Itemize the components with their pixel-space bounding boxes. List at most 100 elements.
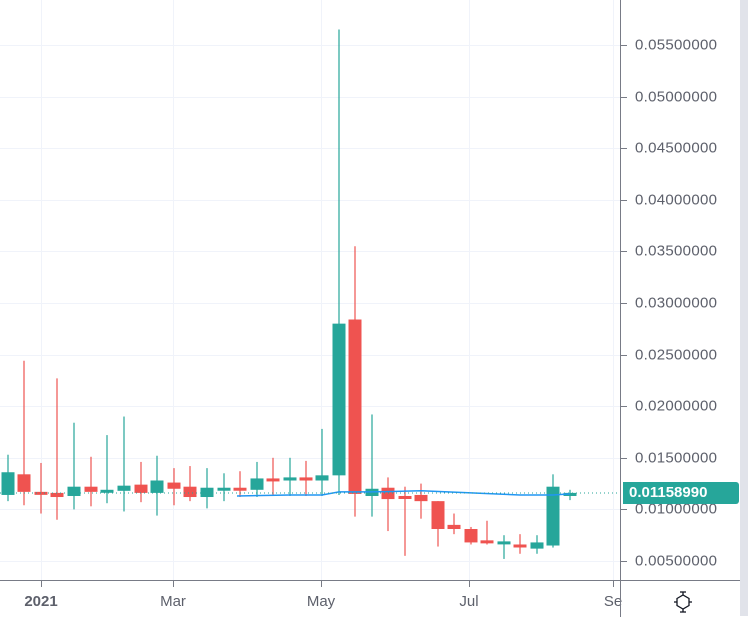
time-axis[interactable]: 2021 Mar May Jul Se: [0, 580, 623, 617]
price-tick-label: 0.04000000: [635, 191, 718, 209]
candle-body: [348, 319, 362, 494]
price-tick-mark: [621, 303, 627, 304]
candle-up[interactable]: [530, 535, 544, 554]
candle-down[interactable]: [513, 534, 527, 554]
price-tick-mark: [621, 355, 627, 356]
price-tick-label: 0.05500000: [635, 36, 718, 54]
time-tick-label: Se: [603, 593, 623, 610]
candle-body: [50, 492, 64, 498]
price-tick-label: 0.00500000: [635, 552, 718, 570]
candle-up[interactable]: [563, 489, 577, 501]
candle-up[interactable]: [332, 29, 346, 495]
chart-settings-button[interactable]: [620, 580, 741, 617]
candle-body: [398, 495, 412, 499]
price-tick-mark: [621, 406, 627, 407]
candle-body: [1, 472, 15, 495]
candle-down[interactable]: [299, 460, 313, 496]
candle-body: [414, 494, 428, 502]
candle-up[interactable]: [283, 457, 297, 496]
candle-up[interactable]: [315, 428, 329, 496]
candle-up[interactable]: [497, 535, 511, 559]
candle-body: [431, 501, 445, 530]
candle-down[interactable]: [17, 360, 31, 506]
candle-down[interactable]: [84, 456, 98, 507]
moving-average-line: [236, 490, 571, 497]
time-tick-mark: [41, 581, 42, 587]
candle-body: [67, 486, 81, 496]
plot-area[interactable]: [0, 0, 620, 580]
candle-body: [84, 486, 98, 492]
last-price-label: 0.01158990: [623, 481, 739, 504]
candle-up[interactable]: [546, 474, 560, 548]
price-tick-mark: [621, 200, 627, 201]
candle-up[interactable]: [117, 416, 131, 512]
price-tick-mark: [621, 148, 627, 149]
candle-body: [250, 478, 264, 490]
candle-down[interactable]: [431, 501, 445, 547]
candle-body: [513, 544, 527, 548]
candle-body: [233, 487, 247, 491]
price-tick-label: 0.03500000: [635, 242, 718, 260]
plot-canvas[interactable]: [0, 0, 620, 580]
time-tick-label: May: [306, 593, 336, 610]
price-tick-label: 0.04500000: [635, 139, 718, 157]
candle-down[interactable]: [464, 526, 478, 545]
price-tick-mark: [621, 561, 627, 562]
time-tick-label: Mar: [160, 593, 186, 610]
price-tick-label: 0.02500000: [635, 346, 718, 364]
price-tick-label: 0.05000000: [635, 88, 718, 106]
candle-body: [464, 529, 478, 543]
candle-body: [100, 489, 114, 493]
candle-body: [447, 524, 461, 530]
candle-up[interactable]: [67, 422, 81, 510]
candle-down[interactable]: [167, 468, 181, 506]
time-tick-mark: [321, 581, 322, 587]
candle-down[interactable]: [480, 520, 494, 545]
candle-down[interactable]: [447, 513, 461, 535]
price-tick-mark: [621, 509, 627, 510]
candle-up[interactable]: [1, 454, 15, 502]
candle-up[interactable]: [250, 461, 264, 498]
candle-body: [530, 542, 544, 549]
candle-body: [266, 478, 280, 482]
time-tick-mark: [173, 581, 174, 587]
candle-down[interactable]: [266, 457, 280, 496]
candle-down[interactable]: [134, 461, 148, 503]
price-tick-label: 0.03000000: [635, 294, 718, 312]
candle-body: [546, 486, 560, 546]
candle-down[interactable]: [398, 486, 412, 556]
candle-body: [217, 487, 231, 491]
candle-down[interactable]: [348, 246, 362, 517]
price-tick-label: 0.02000000: [635, 397, 718, 415]
time-tick-mark: [469, 581, 470, 587]
time-tick-label: Jul: [459, 593, 479, 610]
candle-body: [315, 475, 329, 481]
candle-down[interactable]: [414, 483, 428, 519]
candle-body: [200, 487, 214, 498]
candle-body: [283, 477, 297, 481]
price-tick-label: 0.01500000: [635, 449, 718, 467]
candle-up[interactable]: [217, 473, 231, 502]
candle-body: [117, 485, 131, 491]
candle-body: [17, 474, 31, 492]
candle-down[interactable]: [183, 466, 197, 502]
candle-body: [299, 477, 313, 481]
price-axis[interactable]: 0.05500000 0.05000000 0.04500000 0.04000000…: [620, 0, 741, 580]
candle-body: [167, 482, 181, 489]
side-panel-edge: [740, 0, 748, 616]
candle-body: [332, 323, 346, 476]
candle-down[interactable]: [34, 462, 48, 514]
price-tick-mark: [621, 97, 627, 98]
candle-down[interactable]: [50, 378, 64, 520]
gear-icon: [674, 591, 692, 613]
candle-body: [480, 540, 494, 544]
candle-down[interactable]: [381, 477, 395, 532]
time-tick-label: 2021: [24, 593, 58, 610]
price-tick-mark: [621, 45, 627, 46]
candle-up[interactable]: [200, 468, 214, 509]
candle-up[interactable]: [150, 455, 164, 516]
candle-up[interactable]: [100, 435, 114, 504]
candle-up[interactable]: [365, 414, 379, 517]
price-tick-mark: [621, 251, 627, 252]
